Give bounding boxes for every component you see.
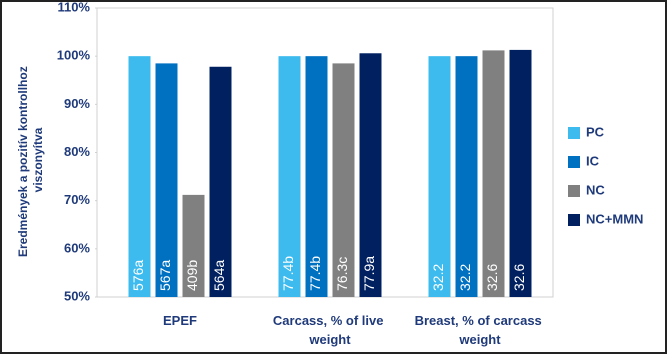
bar — [278, 56, 301, 297]
bar-label: 77.4b — [307, 256, 323, 291]
x-tick-label: Carcass, % of live weight — [273, 313, 387, 347]
bar-label: 409b — [184, 260, 200, 291]
bar — [128, 56, 151, 297]
bar-label: 76.3c — [334, 257, 350, 291]
y-tick-label: 110% — [57, 0, 90, 14]
y-tick-label: 80% — [64, 144, 90, 159]
bar — [455, 56, 478, 297]
legend-label: PC — [586, 124, 605, 139]
bar — [428, 56, 451, 297]
legend-swatch — [568, 185, 580, 197]
bar-label: 32.2 — [457, 264, 473, 291]
x-tick-label: EPEF — [163, 313, 197, 328]
legend-swatch — [568, 156, 580, 168]
bar-label: 32.2 — [430, 264, 446, 291]
legend-label: IC — [586, 153, 600, 168]
legend-label: NC — [586, 182, 605, 197]
bar-label: 567a — [157, 260, 173, 291]
bar — [359, 53, 382, 297]
bar-label: 77.4b — [280, 256, 296, 291]
legend-swatch — [568, 127, 580, 139]
x-tick-label: Breast, % of carcass weight — [415, 313, 546, 347]
bar-label: 32.6 — [484, 264, 500, 291]
legend-label: NC+MMN — [586, 211, 643, 226]
bar-label: 32.6 — [511, 264, 527, 291]
y-tick-label: 50% — [64, 288, 90, 303]
bar-label: 564a — [211, 260, 227, 291]
bar — [182, 194, 205, 297]
y-tick-label: 70% — [64, 192, 90, 207]
bar-label: 77.9a — [361, 256, 377, 291]
y-axis-label: Eredmények a pozitív kontrollhoz viszony… — [16, 63, 45, 257]
bar — [155, 63, 178, 298]
bar — [332, 63, 355, 298]
bar — [509, 49, 532, 297]
y-tick-label: 100% — [57, 48, 91, 63]
legend-swatch — [568, 214, 580, 226]
y-tick-label: 60% — [64, 240, 90, 255]
y-tick-label: 90% — [64, 96, 90, 111]
bar — [482, 50, 505, 298]
bar — [209, 66, 232, 297]
bar — [305, 56, 328, 297]
bar-label: 576a — [130, 260, 146, 291]
